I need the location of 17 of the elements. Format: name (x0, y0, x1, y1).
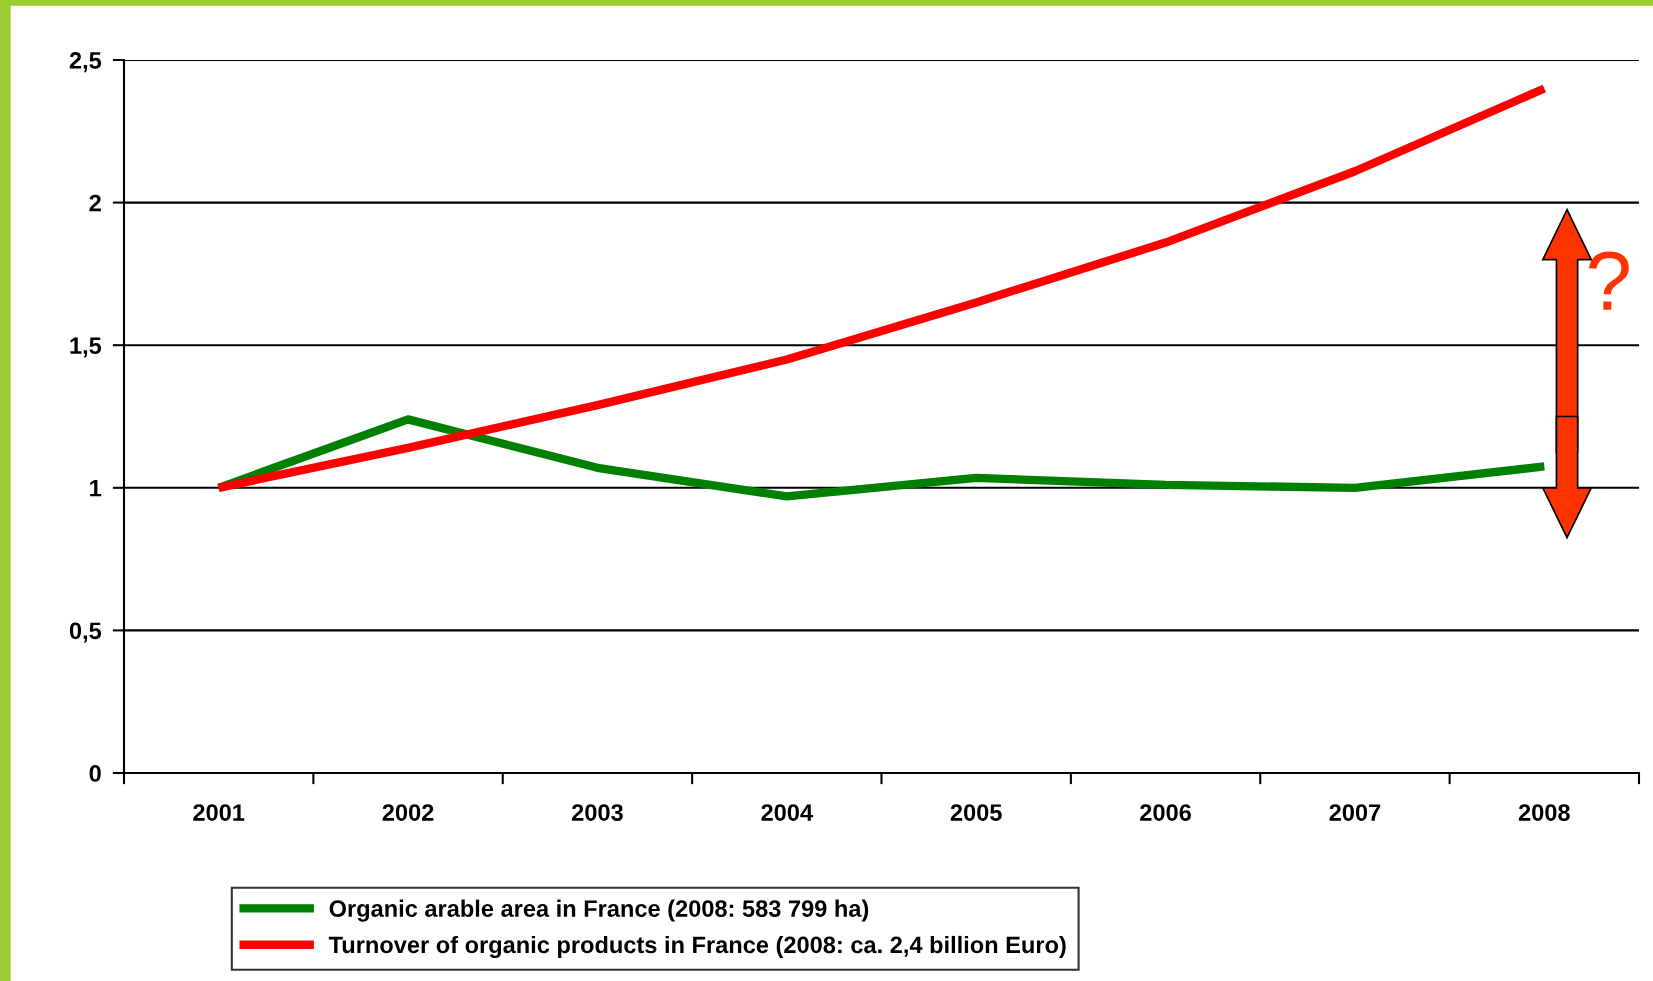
y-tick-label: 2,5 (69, 52, 102, 73)
x-tick-label: 2001 (193, 804, 245, 821)
x-tick-label: 2002 (382, 804, 434, 821)
annotation: ? (1588, 251, 1629, 310)
y-tick-label: 0,5 (69, 622, 102, 643)
x-tick-label: 2008 (1518, 804, 1570, 821)
x-tick-label: 2004 (761, 804, 813, 821)
y-tick-label: 0 (89, 765, 101, 782)
legend-label: Organic arable area in France (2008: 583 799 ha) (329, 899, 869, 922)
x-tick-label: 2003 (572, 804, 623, 821)
x-tick-label: 2006 (1140, 804, 1191, 821)
y-tick-label: 1,5 (70, 337, 102, 358)
legend-label: Turnover of organic products in France (2008: ca. 2,4 billion Euro) (328, 935, 1066, 958)
x-tick-label: 2007 (1329, 804, 1381, 821)
x-tick-label: 2005 (950, 804, 1002, 821)
y-tick-label: 1 (90, 480, 102, 497)
y-tick-label: 2 (89, 194, 101, 212)
